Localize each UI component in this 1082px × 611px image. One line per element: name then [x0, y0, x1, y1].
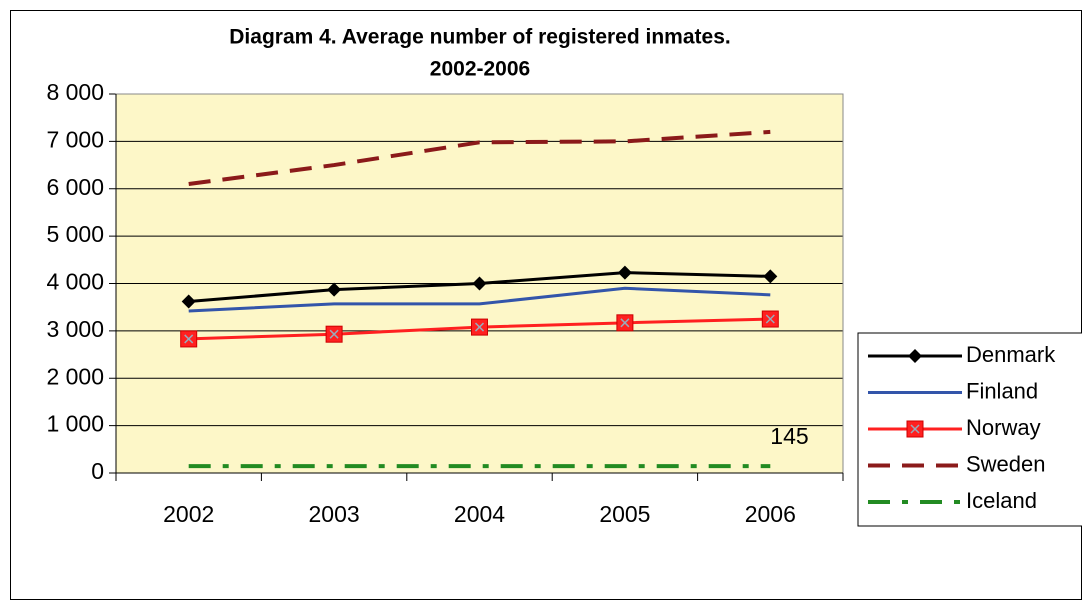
chart-title: Diagram 4. Average number of registered …	[229, 26, 730, 49]
data-label: 145	[770, 423, 808, 449]
y-tick-label: 4 000	[46, 269, 104, 295]
series-line	[188, 286, 771, 313]
legend-label: Sweden	[966, 451, 1046, 476]
y-tick-label: 3 000	[46, 316, 104, 342]
legend-label: Finland	[966, 378, 1038, 403]
legend-label: Iceland	[966, 488, 1037, 513]
y-tick-label: 0	[91, 458, 104, 484]
marker	[472, 276, 487, 291]
y-tick-label: 1 000	[46, 411, 104, 437]
marker	[181, 294, 196, 309]
legend-marker-cross	[910, 424, 920, 434]
y-tick-label: 6 000	[46, 174, 104, 200]
marker-cross	[620, 318, 630, 328]
marker	[327, 282, 342, 297]
legend-marker	[908, 349, 922, 363]
y-tick-label: 2 000	[46, 363, 104, 389]
x-tick-label: 2006	[745, 501, 796, 527]
marker-cross	[329, 329, 339, 339]
x-tick-label: 2003	[309, 501, 360, 527]
marker	[763, 269, 778, 284]
marker	[617, 265, 632, 280]
y-tick-label: 5 000	[46, 221, 104, 247]
legend-label: Denmark	[966, 342, 1056, 367]
marker-cross	[184, 334, 194, 344]
y-tick-label: 7 000	[46, 126, 104, 152]
legend-label: Norway	[966, 415, 1041, 440]
series-line	[188, 129, 771, 186]
marker-cross	[474, 322, 485, 332]
x-tick-label: 2002	[163, 501, 214, 527]
y-tick-label: 8 000	[46, 79, 104, 105]
x-tick-label: 2004	[454, 501, 505, 527]
x-tick-label: 2005	[599, 501, 650, 527]
chart-title: 2002-2006	[430, 58, 530, 81]
marker-cross	[765, 314, 775, 324]
